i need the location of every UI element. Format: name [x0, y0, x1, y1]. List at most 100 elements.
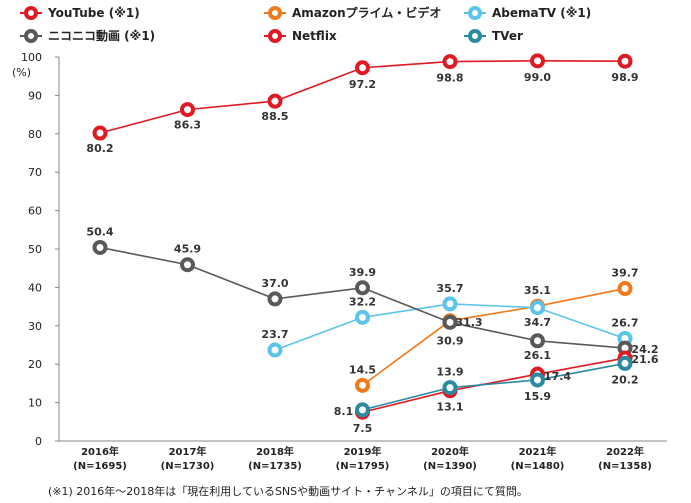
data-point	[442, 380, 458, 396]
data-point	[530, 372, 545, 388]
data-label: 39.7	[611, 267, 638, 280]
data-label: 98.8	[436, 72, 463, 85]
series-line	[362, 287, 626, 386]
data-point	[355, 60, 370, 76]
y-tick-label: 90	[28, 89, 42, 102]
data-point	[530, 53, 545, 69]
y-tick-label: 30	[28, 320, 42, 333]
legend-marker	[24, 29, 38, 43]
data-label: 31.3	[455, 316, 482, 329]
data-point	[355, 402, 370, 418]
x-tick-label: 2017年	[169, 445, 207, 458]
data-label: 30.9	[436, 334, 463, 347]
data-label: 7.5	[353, 422, 373, 435]
data-label: 86.3	[174, 119, 201, 132]
y-tick-label: 70	[28, 166, 42, 179]
data-point	[355, 377, 370, 393]
x-tick-label: 2018年	[256, 445, 294, 458]
data-point	[442, 314, 458, 330]
data-label: 99.0	[524, 71, 551, 84]
data-label: 13.9	[436, 366, 463, 379]
data-label: 8.1	[334, 405, 354, 418]
y-tick-label: 50	[28, 243, 42, 256]
data-point	[355, 280, 370, 296]
data-label: 14.5	[349, 363, 376, 376]
x-tick-sublabel: (N=1390)	[423, 461, 477, 472]
legend-label: Amazonプライム・ビデオ	[292, 5, 441, 20]
data-label: 23.7	[261, 328, 288, 341]
legend-marker	[468, 6, 482, 20]
data-label: 80.2	[86, 142, 113, 155]
data-label: 17.4	[544, 370, 571, 383]
x-tick-sublabel: (N=1795)	[336, 461, 390, 472]
data-point	[92, 125, 108, 141]
data-label: 35.7	[436, 282, 463, 295]
data-point	[92, 239, 108, 255]
footnote: (※1) 2016年～2018年は「現在利用しているSNSや動画サイト・チャンネ…	[48, 484, 528, 498]
y-tick-label: 100	[21, 51, 42, 64]
x-tick-label: 2021年	[519, 445, 557, 458]
x-tick-label: 2019年	[344, 445, 382, 458]
data-label: 35.1	[524, 284, 551, 297]
data-label: 13.1	[436, 401, 463, 414]
legend-label: TVer	[492, 29, 523, 43]
data-label: 32.2	[349, 295, 376, 308]
data-point	[530, 300, 545, 316]
data-label: 50.4	[86, 225, 113, 238]
legend-label: AbemaTV (※1)	[492, 6, 591, 20]
data-label: 97.2	[349, 78, 376, 91]
data-label: 88.5	[261, 110, 288, 123]
legend: YouTube (※1) Amazonプライム・ビデオ AbemaTV (※1) ニコ…	[20, 5, 591, 43]
data-label: 39.9	[349, 266, 376, 279]
data-point	[530, 333, 545, 349]
data-label: 24.2	[631, 343, 658, 356]
series-line	[362, 362, 626, 411]
legend-label: ニコニコ動画 (※1)	[48, 28, 155, 43]
y-tick-label: 20	[28, 358, 42, 371]
data-labels: 80.2 86.3 88.5 97.2 98.8 99.0 98.9 50.4 45.9 37.0…	[86, 71, 658, 435]
x-tick-sublabel: (N=1480)	[511, 461, 565, 472]
data-point	[355, 309, 370, 325]
legend-marker	[24, 6, 38, 20]
legend-label: Netflix	[292, 29, 337, 43]
y-axis-label: (%)	[12, 66, 31, 79]
y-tick-label: 40	[28, 281, 42, 294]
data-label: 98.9	[611, 71, 638, 84]
series-group	[92, 53, 633, 420]
x-tick-sublabel: (N=1735)	[248, 461, 302, 472]
data-label: 20.2	[611, 373, 638, 386]
data-label: 15.9	[524, 390, 551, 403]
data-point	[442, 54, 458, 70]
y-tick-label: 10	[28, 397, 42, 410]
x-tick-label: 2020年	[431, 445, 469, 458]
x-tick-sublabel: (N=1695)	[73, 461, 127, 472]
x-tick-label: 2022年	[606, 445, 644, 458]
series-line	[362, 357, 626, 413]
data-label: 45.9	[174, 243, 201, 256]
data-point	[267, 93, 283, 109]
data-label: 37.0	[261, 277, 288, 290]
legend-marker	[268, 29, 282, 43]
data-point	[617, 281, 633, 297]
x-tick-label: 2016年	[81, 445, 119, 458]
data-point	[442, 296, 458, 312]
y-tick-label: 80	[28, 128, 42, 141]
y-tick-label: 60	[28, 205, 42, 218]
data-point	[617, 355, 633, 371]
axes: 0 10 20 30 40 50 60 70 80 90 100 (%) 2016年 (N=1695) 20…	[12, 51, 667, 472]
data-point	[180, 102, 195, 118]
data-point	[267, 342, 283, 358]
data-point	[180, 257, 195, 273]
legend-marker	[468, 29, 482, 43]
x-tick-sublabel: (N=1730)	[161, 461, 215, 472]
data-label: 21.6	[631, 353, 658, 366]
legend-label: YouTube (※1)	[47, 6, 140, 20]
y-tick-label: 0	[35, 435, 42, 448]
legend-marker	[268, 6, 282, 20]
data-label: 26.7	[611, 316, 638, 329]
data-label: 26.1	[524, 349, 551, 362]
data-point	[267, 291, 283, 307]
x-tick-sublabel: (N=1358)	[598, 461, 652, 472]
data-point	[617, 53, 633, 69]
